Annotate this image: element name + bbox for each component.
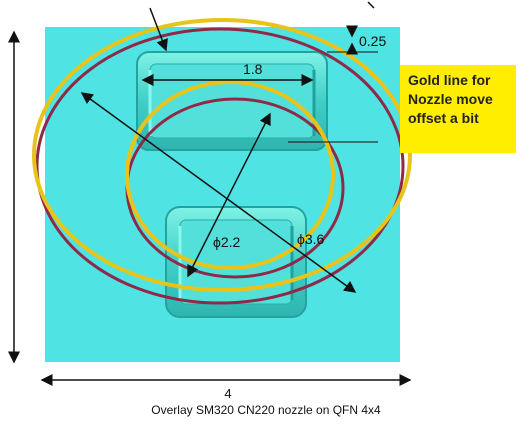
leader-tick (367, 1, 375, 9)
gap-dimension: 0.25 (327, 25, 386, 55)
width-dimension-label: 4 (224, 386, 232, 401)
pad-width-label: 1.8 (243, 61, 263, 77)
inner-diameter-label: ϕ2.2 (213, 234, 241, 250)
outer-diameter-label: ϕ3.6 (297, 231, 325, 247)
leader-line (149, 7, 168, 52)
gap-dimension-label: 0.25 (359, 33, 386, 49)
pad-width-dimension: 1.8 (141, 61, 314, 86)
figure-caption: Overlay SM320 CN220 nozzle on QFN 4x4 (151, 403, 381, 417)
outer-nozzle-circle-maroon (35, 27, 405, 305)
outer-diameter-dimension: ϕ3.6 (80, 92, 357, 293)
callout-note: Gold line for Nozzle move offset a bit (400, 65, 516, 153)
